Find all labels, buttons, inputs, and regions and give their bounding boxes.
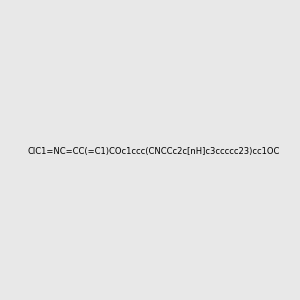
Text: ClC1=NC=CC(=C1)COc1ccc(CNCCc2c[nH]c3ccccc23)cc1OC: ClC1=NC=CC(=C1)COc1ccc(CNCCc2c[nH]c3cccc… (28, 147, 280, 156)
